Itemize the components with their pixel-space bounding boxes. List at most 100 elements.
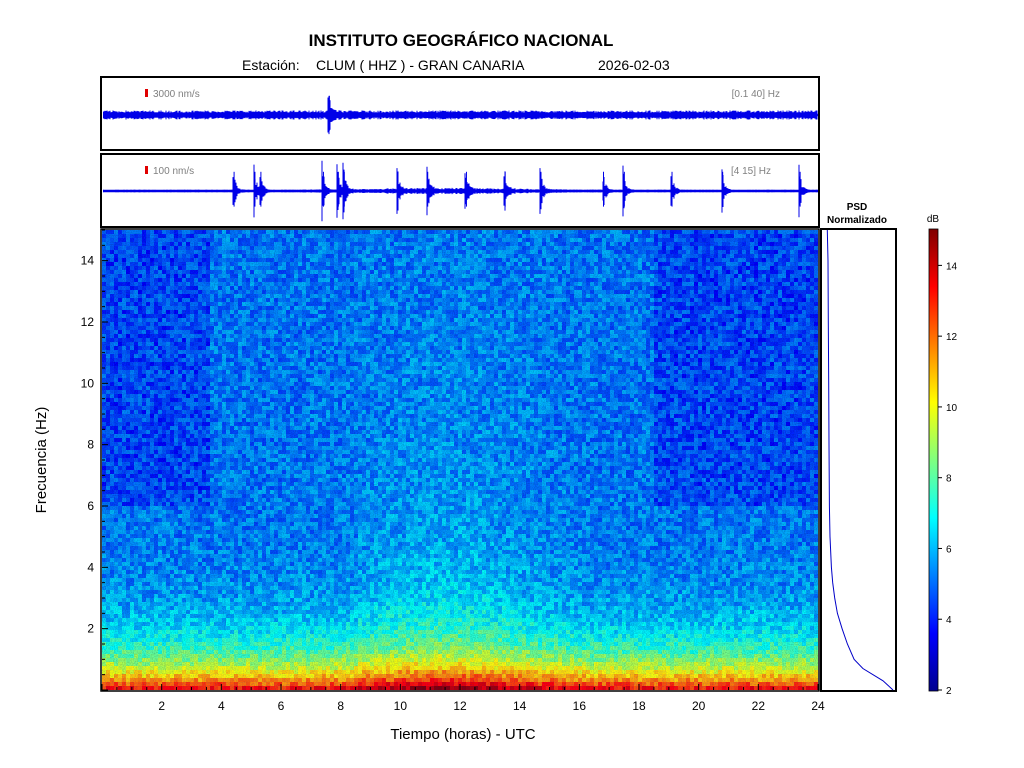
spectrogram-cell (250, 566, 254, 570)
spectrogram-cell (150, 634, 154, 638)
spectrogram-cell (222, 310, 226, 314)
spectrogram-cell (166, 318, 170, 322)
spectrogram-cell (126, 666, 130, 670)
spectrogram-cell (174, 558, 178, 562)
spectrogram-cell (186, 270, 190, 274)
spectrogram-cell (214, 278, 218, 282)
spectrogram-cell (114, 422, 118, 426)
spectrogram-cell (222, 482, 226, 486)
spectrogram-cell (266, 546, 270, 550)
spectrogram-cell (138, 618, 142, 622)
spectrogram-cell (242, 438, 246, 442)
spectrogram-cell (210, 578, 214, 582)
spectrogram-cell (242, 630, 246, 634)
spectrogram-cell (254, 510, 258, 514)
spectrogram-cell (158, 414, 162, 418)
spectrogram-cell (150, 230, 154, 234)
spectrogram-cell (114, 618, 118, 622)
spectrogram-cell (146, 358, 150, 362)
spectrogram-cell (234, 338, 238, 342)
spectrogram-cell (226, 394, 230, 398)
spectrogram-cell (150, 478, 154, 482)
spectrogram-cell (178, 482, 182, 486)
spectrogram-cell (170, 410, 174, 414)
spectrogram-cell (210, 674, 214, 678)
spectrogram-cell (118, 294, 122, 298)
spectrogram-cell (246, 258, 250, 262)
spectrogram-cell (118, 378, 122, 382)
spectrogram-cell (166, 410, 170, 414)
spectrogram-cell (246, 670, 250, 674)
spectrogram-cell (154, 454, 158, 458)
spectrogram-cell (210, 298, 214, 302)
spectrogram-cell (154, 386, 158, 390)
spectrogram-cell (222, 234, 226, 238)
spectrogram-cell (174, 390, 178, 394)
spectrogram-cell (206, 634, 210, 638)
spectrogram-cell (194, 514, 198, 518)
spectrogram-cell (158, 638, 162, 642)
spectrogram-cell (258, 606, 262, 610)
spectrogram-cell (266, 550, 270, 554)
spectrogram-cell (198, 442, 202, 446)
spectrogram-cell (130, 474, 134, 478)
spectrogram-cell (230, 558, 234, 562)
spectrogram-cell (166, 378, 170, 382)
spectrogram-cell (118, 614, 122, 618)
spectrogram-cell (138, 310, 142, 314)
spectrogram-cell (202, 478, 206, 482)
spectrogram-cell (238, 566, 242, 570)
spectrogram-cell (202, 230, 206, 234)
spectrogram-cell (250, 246, 254, 250)
spectrogram-cell (198, 478, 202, 482)
spectrogram-cell (150, 638, 154, 642)
spectrogram-cell (266, 518, 270, 522)
spectrogram-cell (150, 342, 154, 346)
spectrogram-cell (238, 350, 242, 354)
spectrogram-cell (114, 490, 118, 494)
spectrogram-cell (190, 386, 194, 390)
spectrogram-cell (250, 282, 254, 286)
spectrogram-cell (230, 478, 234, 482)
spectrogram-cell (234, 618, 238, 622)
spectrogram-cell (150, 354, 154, 358)
spectrogram-cell (210, 250, 214, 254)
spectrogram-cell (166, 642, 170, 646)
spectrogram-cell (174, 522, 178, 526)
spectrogram-cell (150, 266, 154, 270)
spectrogram-cell (234, 358, 238, 362)
spectrogram-cell (218, 646, 222, 650)
spectrogram-cell (118, 298, 122, 302)
spectrogram-cell (162, 538, 166, 542)
spectrogram-cell (234, 558, 238, 562)
spectrogram-cell (226, 366, 230, 370)
spectrogram-cell (110, 374, 114, 378)
spectrogram-cell (134, 294, 138, 298)
spectrogram-cell (142, 590, 146, 594)
spectrogram-cell (166, 586, 170, 590)
spectrogram-cell (210, 474, 214, 478)
spectrogram-cell (246, 678, 250, 682)
spectrogram-cell (146, 542, 150, 546)
spectrogram-cell (162, 358, 166, 362)
spectrogram-cell (206, 658, 210, 662)
spectrogram-cell (158, 314, 162, 318)
spectrogram-cell (214, 670, 218, 674)
spectrogram-cell (126, 546, 130, 550)
amplitude-label-filtered: 100 nm/s (153, 166, 194, 177)
spectrogram-cell (266, 606, 270, 610)
spectrogram-cell (130, 422, 134, 426)
spectrogram-cell (118, 282, 122, 286)
spectrogram-cell (190, 614, 194, 618)
spectrogram-cell (162, 398, 166, 402)
spectrogram-cell (218, 358, 222, 362)
spectrogram-cell (270, 526, 274, 530)
spectrogram-cell (234, 610, 238, 614)
spectrogram-cell (182, 542, 186, 546)
spectrogram-cell (266, 398, 270, 402)
spectrogram-cell (230, 274, 234, 278)
spectrogram-cell (174, 534, 178, 538)
spectrogram-cell (138, 518, 142, 522)
spectrogram-cell (154, 502, 158, 506)
spectrogram-cell (138, 378, 142, 382)
